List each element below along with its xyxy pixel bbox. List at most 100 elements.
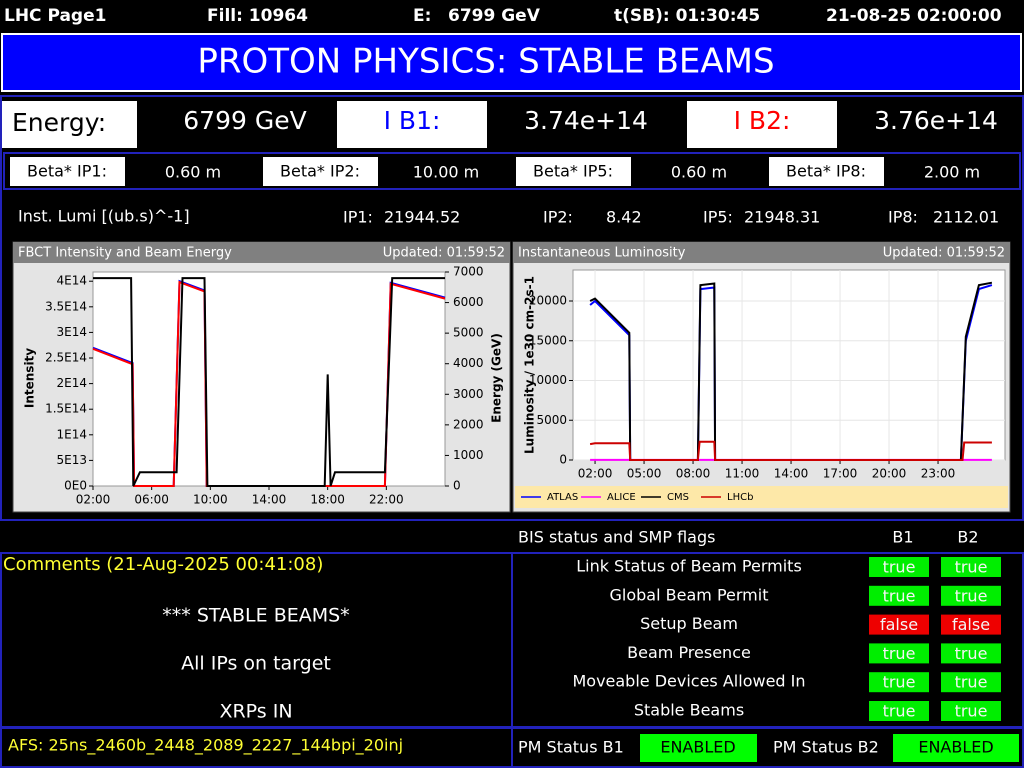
pm-b2: ENABLED xyxy=(918,738,993,757)
bis-flag: false xyxy=(880,615,918,634)
y-tick-label: 1.5E14 xyxy=(45,402,87,416)
pm-b1: ENABLED xyxy=(660,738,735,757)
chart-updated: Updated: 01:59:52 xyxy=(883,246,1005,261)
page-title: LHC Page1 xyxy=(4,6,106,26)
comment-line: *** STABLE BEAMS* xyxy=(162,605,349,627)
beta-label-cell xyxy=(516,157,631,186)
x-tick-label: 08:00 xyxy=(676,467,711,481)
bis-flag: true xyxy=(955,644,988,663)
bis-flag-box xyxy=(941,585,1001,606)
cell xyxy=(687,101,837,148)
bis-flag: true xyxy=(883,644,916,663)
banner-text: PROTON PHYSICS: STABLE BEAMS xyxy=(197,42,774,82)
ib1-value: 3.74e+14 xyxy=(524,106,648,135)
chart-title: Instantaneous Luminosity xyxy=(518,246,686,261)
bis-flag-box xyxy=(941,557,1001,577)
y-axis-label: Intensity xyxy=(23,348,37,408)
x-tick-label: 14:00 xyxy=(774,467,809,481)
y-tick-label: 3.5E14 xyxy=(45,299,87,313)
beta-value: 10.00 m xyxy=(413,163,479,182)
bis-flag: true xyxy=(883,558,916,577)
y-tick-label: 5E13 xyxy=(57,453,88,467)
y-tick-label: 2.5E14 xyxy=(45,351,87,365)
lumi-value: 21948.31 xyxy=(744,208,820,227)
cell xyxy=(2,101,137,148)
y-tick-label: 10000 xyxy=(529,373,567,387)
banner xyxy=(1,33,1022,92)
beta-label: Beta* IP1: xyxy=(27,162,107,181)
series-line xyxy=(589,281,993,461)
x-tick-label: 17:00 xyxy=(823,467,858,481)
ib2-value: 3.76e+14 xyxy=(874,106,998,135)
legend-label: LHCb xyxy=(727,492,753,503)
y-tick-label: 0 xyxy=(559,453,567,467)
comments-title: Comments (21-Aug-2025 00:41:08) xyxy=(3,554,323,575)
datetime: 21-08-25 02:00:00 xyxy=(826,6,1002,26)
chart-header xyxy=(513,242,1010,263)
bis-label: Moveable Devices Allowed In xyxy=(572,672,805,691)
energy-row-label: Energy: xyxy=(12,108,106,137)
bis-flag: true xyxy=(955,586,988,605)
x-tick-label: 14:00 xyxy=(252,493,287,507)
series-line xyxy=(93,277,445,487)
bis-flag: true xyxy=(955,673,988,692)
chart-updated: Updated: 01:59:52 xyxy=(383,246,505,261)
bis-flag: true xyxy=(883,586,916,605)
y-tick-label: 1E14 xyxy=(57,427,88,441)
pm-b2-label: PM Status B2 xyxy=(773,738,879,757)
x-tick-label: 06:00 xyxy=(134,493,169,507)
bis-flag-box xyxy=(869,672,929,693)
bis-label: Beam Presence xyxy=(627,643,751,662)
y2-tick-label: 3000 xyxy=(453,387,484,401)
beta-value: 2.00 m xyxy=(924,163,980,182)
lumi-ip: IP1: xyxy=(343,208,373,227)
beta-label-cell xyxy=(769,157,884,186)
x-tick-label: 22:00 xyxy=(369,493,404,507)
y2-tick-label: 2000 xyxy=(453,417,484,431)
bis-flag: true xyxy=(883,702,916,721)
bis-flag-box xyxy=(869,585,929,606)
series-line xyxy=(589,440,992,461)
bis-table: Link Status of Beam Permits true true Globa… xyxy=(572,557,1001,721)
bis-flag: false xyxy=(952,615,990,634)
comment-line: XRPs IN xyxy=(219,701,292,723)
energy-label: E: xyxy=(413,6,431,26)
bis-flag-box xyxy=(941,701,1001,721)
x-tick-label: 05:00 xyxy=(627,467,662,481)
y-tick-label: 2E14 xyxy=(57,376,88,390)
plot-area xyxy=(572,269,1006,461)
bis-label: Stable Beams xyxy=(634,701,744,720)
chart-title: FBCT Intensity and Beam Energy xyxy=(18,246,232,261)
bis-flag-box xyxy=(941,672,1001,693)
y-tick-label: 3E14 xyxy=(57,325,88,339)
x-tick-label: 02:00 xyxy=(578,467,613,481)
lumi-label: Inst. Lumi [(ub.s)^-1] xyxy=(18,207,190,226)
comment-line: All IPs on target xyxy=(181,653,331,675)
beta-value: 0.60 m xyxy=(671,163,727,182)
y-tick-label: 20000 xyxy=(529,294,567,308)
bis-flag-box xyxy=(869,643,929,664)
y2-axis-label: Energy (GeV) xyxy=(490,333,504,423)
legend-label: ATLAS xyxy=(547,492,578,503)
pm-box xyxy=(893,734,1019,762)
x-tick-label: 11:00 xyxy=(725,467,760,481)
x-tick-label: 02:00 xyxy=(76,493,111,507)
ib2-label: I B2: xyxy=(734,106,791,135)
beta-label: Beta* IP5: xyxy=(533,162,613,181)
y-tick-label: 0E0 xyxy=(64,479,87,493)
beta-label-cell xyxy=(263,157,378,186)
y2-tick-label: 6000 xyxy=(453,295,484,309)
afs: AFS: 25ns_2460b_2448_2089_2227_144bpi_20… xyxy=(8,736,403,756)
legend-label: CMS xyxy=(667,492,689,503)
beta-label-cell xyxy=(10,157,125,186)
lumi-value: 8.42 xyxy=(606,208,642,227)
fill: Fill: 10964 xyxy=(207,6,308,26)
x-tick-label: 18:00 xyxy=(310,493,345,507)
bis-title: BIS status and SMP flags xyxy=(518,528,715,547)
chart-header xyxy=(13,242,510,263)
y2-tick-label: 0 xyxy=(453,479,461,493)
bis-flag: true xyxy=(955,558,988,577)
beta-label: Beta* IP2: xyxy=(280,162,360,181)
legend xyxy=(515,486,1008,508)
y2-tick-label: 5000 xyxy=(453,326,484,340)
